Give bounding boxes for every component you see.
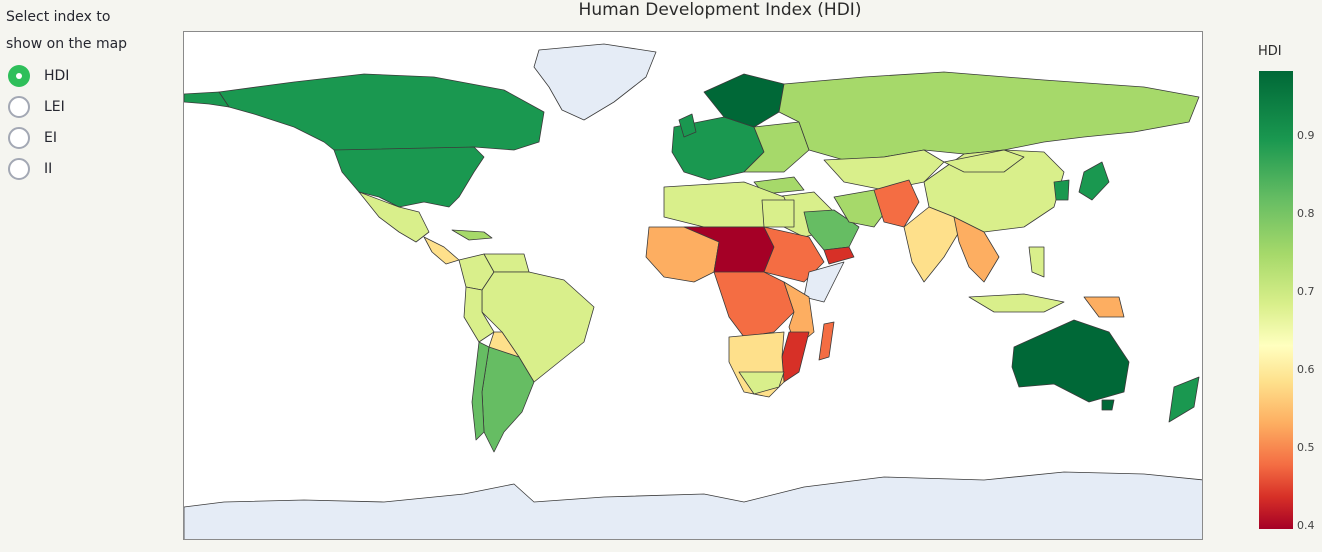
country-yemen[interactable]: [823, 246, 855, 265]
radio-option-hdi[interactable]: HDI: [6, 60, 176, 91]
selector-prompt-line-2: show on the map: [6, 36, 128, 52]
radio-label-ei: EI: [44, 129, 57, 146]
country-mozambique[interactable]: [781, 331, 810, 383]
radio-label-ii: II: [44, 160, 53, 177]
region-central-america[interactable]: [423, 236, 460, 265]
country-new-zealand[interactable]: [1168, 376, 1200, 423]
region-central-africa[interactable]: [713, 271, 795, 338]
radio-selected-icon[interactable]: [8, 64, 30, 87]
country-india[interactable]: [903, 206, 960, 283]
map-title: Human Development Index (HDI): [578, 0, 862, 20]
country-mongolia[interactable]: [943, 149, 1025, 173]
region-antarctica[interactable]: [184, 471, 1203, 540]
colorbar-tick: 0.8: [1297, 207, 1315, 220]
region-caribbean[interactable]: [451, 229, 493, 241]
colorbar-tick: 0.4: [1297, 519, 1315, 532]
country-south-africa[interactable]: [738, 371, 785, 395]
radio-label-lei: LEI: [44, 98, 65, 115]
country-tasmania[interactable]: [1101, 399, 1115, 411]
index-radio-group: HDI LEI EI II: [6, 60, 176, 184]
radio-unselected-icon[interactable]: [8, 126, 30, 149]
country-korea[interactable]: [1053, 179, 1070, 201]
radio-option-lei[interactable]: LEI: [6, 91, 176, 122]
country-russia[interactable]: [778, 71, 1200, 161]
country-philippines[interactable]: [1028, 246, 1045, 278]
country-papua-new-guinea[interactable]: [1083, 296, 1125, 318]
country-sudan-ethiopia[interactable]: [763, 226, 825, 283]
country-egypt[interactable]: [761, 199, 795, 228]
colorbar-gradient: [1259, 71, 1293, 529]
radio-label-hdi: HDI: [44, 67, 70, 84]
world-map-svg[interactable]: [184, 32, 1203, 540]
radio-unselected-icon[interactable]: [8, 95, 30, 118]
country-kazakhstan[interactable]: [823, 149, 945, 191]
country-somalia[interactable]: [803, 261, 845, 303]
country-alaska[interactable]: [184, 91, 230, 108]
region-uk[interactable]: [678, 113, 697, 138]
choropleth-map[interactable]: [183, 31, 1203, 540]
country-australia[interactable]: [1011, 319, 1130, 403]
region-indonesia[interactable]: [968, 293, 1065, 313]
country-greenland[interactable]: [533, 43, 657, 121]
radio-option-ii[interactable]: II: [6, 153, 176, 184]
country-mexico[interactable]: [358, 191, 430, 243]
country-japan[interactable]: [1078, 161, 1110, 201]
radio-option-ei[interactable]: EI: [6, 122, 176, 153]
colorbar-tick: 0.7: [1297, 285, 1315, 298]
colorbar-tick: 0.6: [1297, 363, 1315, 376]
region-mainland-se-asia[interactable]: [953, 216, 1000, 283]
colorbar-tick: 0.5: [1297, 441, 1315, 454]
country-iran[interactable]: [833, 189, 890, 228]
selector-prompt-line-1: Select index to: [6, 9, 111, 25]
country-usa[interactable]: [333, 146, 485, 208]
colorbar-title: HDI: [1258, 44, 1282, 59]
country-afghanistan-pakistan[interactable]: [873, 179, 920, 228]
country-chile[interactable]: [471, 341, 490, 441]
index-selector-panel: Select index to show on the map HDI LEI …: [6, 4, 176, 184]
radio-unselected-icon[interactable]: [8, 157, 30, 180]
colorbar-tick: 0.9: [1297, 129, 1315, 142]
country-canada[interactable]: [218, 73, 545, 151]
country-madagascar[interactable]: [818, 321, 835, 361]
